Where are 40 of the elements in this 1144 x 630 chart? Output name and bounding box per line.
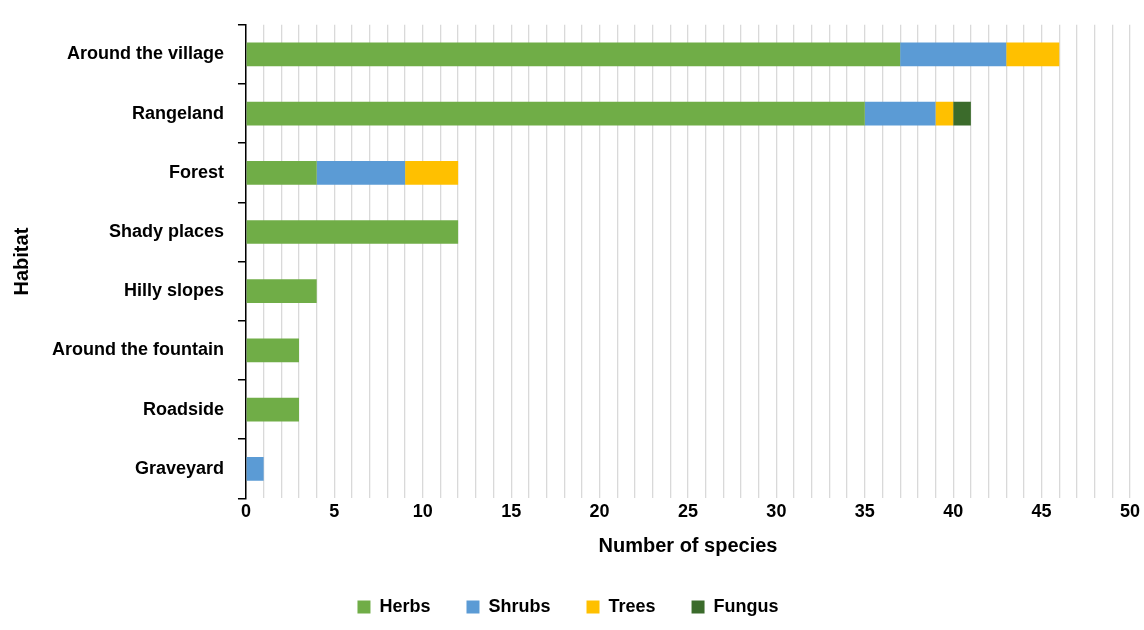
x-axis-title: Number of species bbox=[598, 533, 778, 556]
bar bbox=[405, 160, 459, 185]
legend-label: Trees bbox=[608, 595, 656, 616]
bar bbox=[246, 220, 459, 244]
x-tick-label: 0 bbox=[240, 501, 251, 522]
bar bbox=[316, 160, 406, 185]
bar bbox=[935, 101, 954, 126]
x-tick-label: 30 bbox=[766, 501, 787, 522]
bar bbox=[953, 101, 971, 126]
x-tick-label: 35 bbox=[854, 501, 875, 522]
x-tick-label: 20 bbox=[589, 501, 610, 522]
x-tick-label: 10 bbox=[412, 501, 433, 522]
legend-label: Fungus bbox=[713, 595, 779, 616]
y-tick-label: Graveyard bbox=[134, 457, 224, 478]
y-tick-label: Forest bbox=[168, 161, 224, 182]
x-tick-label: 15 bbox=[501, 501, 522, 522]
legend-label: Shrubs bbox=[488, 595, 551, 616]
bar bbox=[864, 101, 936, 126]
bar bbox=[246, 101, 865, 126]
bar bbox=[246, 160, 317, 185]
bar bbox=[246, 42, 901, 67]
bar bbox=[900, 42, 1007, 67]
bar bbox=[246, 279, 317, 304]
y-tick-label: Rangeland bbox=[131, 102, 224, 123]
x-tick-label: 45 bbox=[1031, 501, 1052, 522]
y-tick-label: Shady places bbox=[108, 220, 224, 241]
bar bbox=[246, 456, 264, 481]
x-tick-label: 25 bbox=[677, 501, 698, 522]
x-tick-label: 40 bbox=[943, 501, 964, 522]
x-tick-label: 5 bbox=[329, 501, 340, 522]
x-tick-label: 50 bbox=[1119, 501, 1141, 522]
bar bbox=[1006, 42, 1060, 67]
y-tick-label: Hilly slopes bbox=[123, 280, 224, 301]
y-tick-label: Around the village bbox=[66, 43, 224, 64]
bar bbox=[246, 338, 300, 363]
legend-label: Herbs bbox=[379, 595, 431, 616]
y-tick-label: Around the fountain bbox=[52, 339, 224, 360]
y-axis-title: Habitat bbox=[9, 227, 32, 296]
bar bbox=[246, 397, 300, 422]
y-tick-label: Roadside bbox=[142, 398, 224, 419]
